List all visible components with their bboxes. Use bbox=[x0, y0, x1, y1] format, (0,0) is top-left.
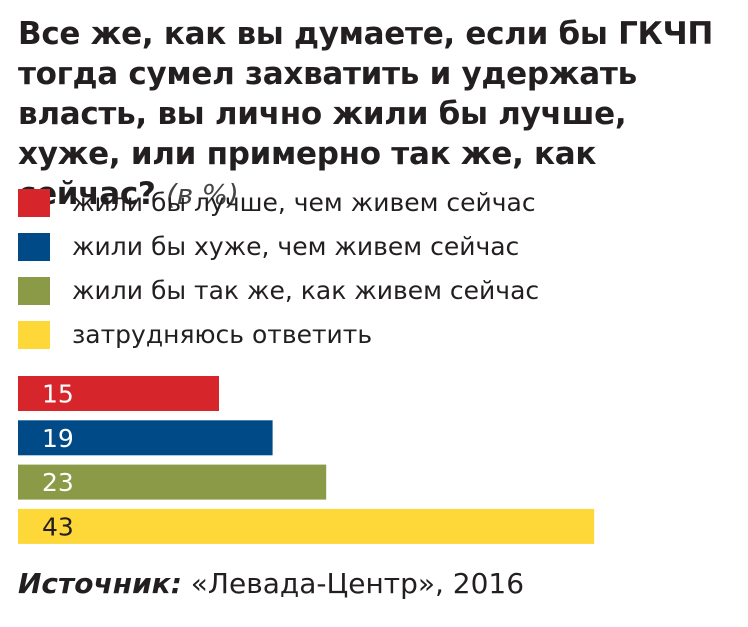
legend-label-undecided: затрудняюсь ответить bbox=[72, 320, 373, 349]
title-unit: (в %) bbox=[166, 178, 239, 211]
legend-label-better: жили бы лучше, чем живем сейчас bbox=[72, 188, 536, 217]
bar-chart: 15 19 23 43 bbox=[18, 376, 595, 544]
legend-label-worse: жили бы хуже, чем живем сейчас bbox=[72, 232, 520, 261]
bar-4 bbox=[18, 508, 595, 544]
legend-label-same: жили бы так же, как живем сейчас bbox=[72, 276, 540, 305]
legend: жили бы лучше, чем живем сейчас жили бы … bbox=[18, 189, 539, 365]
legend-swatch-green bbox=[18, 277, 50, 305]
source-text: «Левада-Центр», 2016 bbox=[190, 567, 525, 600]
bar-3 bbox=[18, 464, 327, 500]
legend-swatch-yellow bbox=[18, 321, 50, 349]
legend-item-undecided: затрудняюсь ответить bbox=[18, 321, 539, 349]
bar-value-label-2: 19 bbox=[42, 424, 74, 453]
bar-2 bbox=[18, 420, 273, 456]
legend-item-same: жили бы так же, как живем сейчас bbox=[18, 277, 539, 305]
legend-item-better: жили бы лучше, чем живем сейчас bbox=[18, 189, 539, 217]
legend-item-worse: жили бы хуже, чем живем сейчас bbox=[18, 233, 539, 261]
bar-value-label-3: 23 bbox=[42, 468, 74, 497]
legend-swatch-blue bbox=[18, 233, 50, 261]
bar-value-label-4: 43 bbox=[42, 512, 74, 541]
bar-1 bbox=[18, 376, 219, 411]
chart-title: Все же, как вы думаете, если бы ГКЧП тог… bbox=[18, 14, 730, 215]
legend-swatch-red bbox=[18, 189, 50, 217]
title-text: Все же, как вы думаете, если бы ГКЧП тог… bbox=[18, 16, 713, 212]
source-label: Источник: bbox=[18, 567, 182, 600]
bar-value-label-1: 15 bbox=[42, 380, 74, 409]
source-line: Источник: «Левада-Центр», 2016 bbox=[18, 566, 524, 602]
